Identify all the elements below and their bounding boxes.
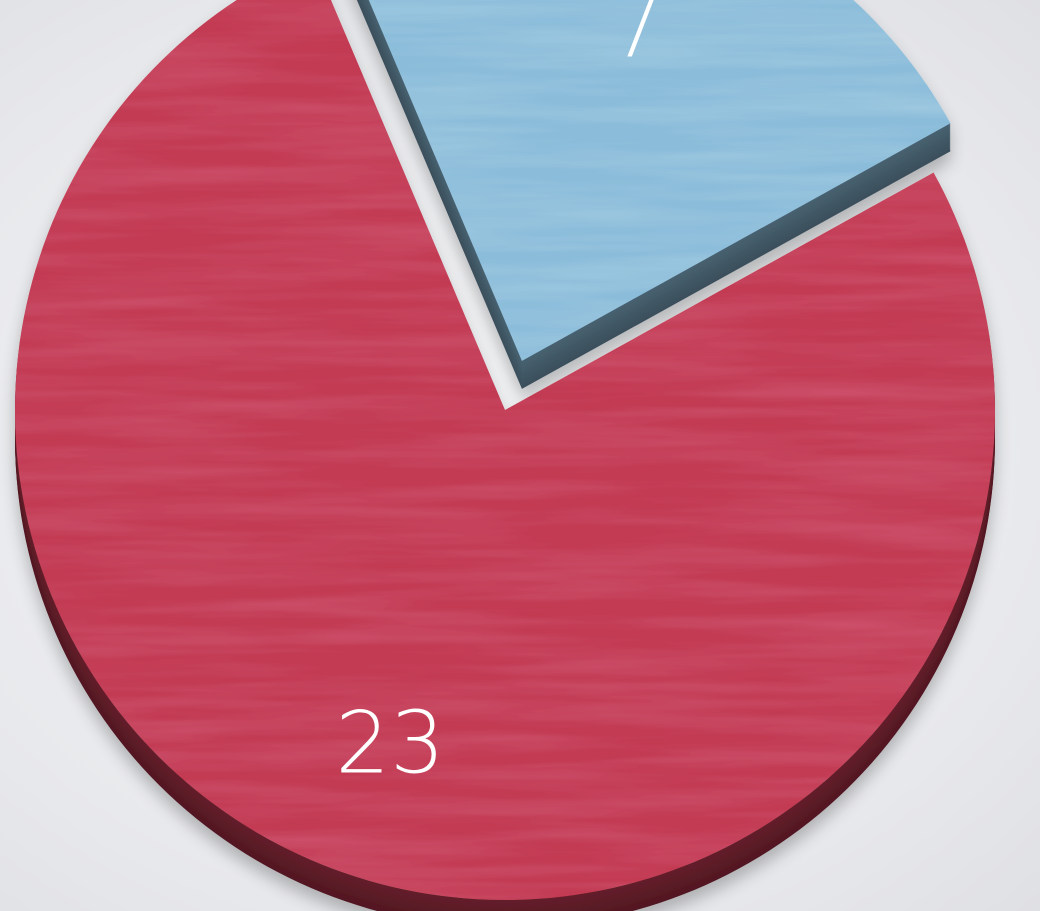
- slice-label-23: 23: [335, 694, 444, 794]
- pie-slice-23: [15, 0, 995, 911]
- pie-slice-7: [356, 0, 951, 389]
- pie-slice-top: [15, 0, 995, 900]
- pie-slice-top: [368, 0, 951, 361]
- slice-label-7: 7: [609, 0, 664, 77]
